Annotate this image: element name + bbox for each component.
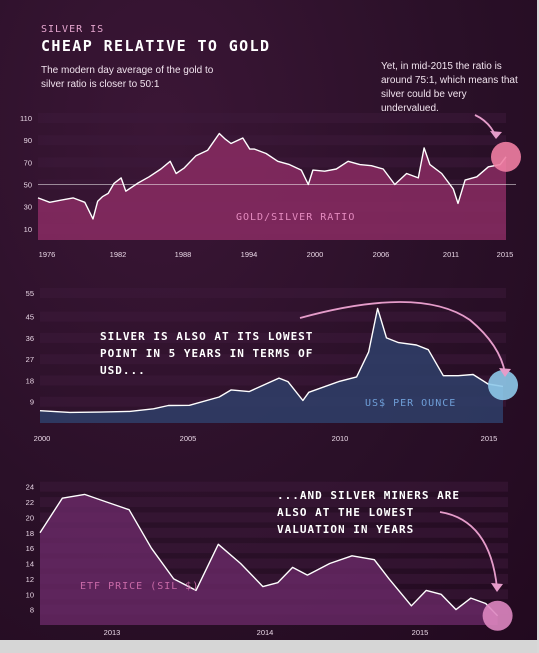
chart-2: 9 18 27 36 45 55 2000 2005 2010 2015 US$ PER OUNCE — [26, 288, 519, 443]
y-tick-label: 10 — [24, 225, 32, 234]
y-tick-label: 9 — [30, 398, 34, 407]
y-tick-label: 55 — [26, 289, 34, 298]
callout-arrowhead — [490, 131, 502, 139]
y-tick-label: 70 — [24, 158, 32, 167]
y-tick-label: 36 — [26, 334, 34, 343]
y-tick-label: 18 — [26, 376, 34, 385]
x-tick-label: 2015 — [481, 434, 498, 443]
grid-band — [40, 512, 508, 523]
callout-arrowhead — [499, 368, 511, 377]
series-area — [40, 308, 503, 423]
x-tick-label: 1988 — [175, 250, 192, 259]
grid-band — [40, 497, 508, 508]
grid-band — [40, 527, 508, 538]
y-tick-label: 24 — [26, 483, 34, 492]
grid-band — [40, 288, 506, 298]
x-tick-label: 2006 — [373, 250, 390, 259]
series-line — [37, 132, 507, 220]
highlight-dot — [491, 141, 521, 172]
y-tick-label: 30 — [24, 203, 32, 212]
grid-band — [40, 543, 508, 554]
x-tick-label: 2015 — [412, 628, 429, 637]
grid-band — [40, 354, 506, 365]
eyebrow-title: SILVER IS — [41, 24, 105, 35]
x-tick-label: 2011 — [443, 250, 459, 259]
y-tick-label: 22 — [26, 498, 34, 507]
callout-arrowhead — [491, 583, 503, 592]
y-tick-label: 16 — [26, 544, 34, 553]
y-tick-label: 14 — [26, 560, 34, 569]
y-tick-label: 18 — [26, 529, 34, 538]
series-label: GOLD/SILVER RATIO — [236, 212, 355, 223]
series-area — [40, 494, 498, 625]
y-tick-label: 90 — [24, 136, 32, 145]
x-tick-label: 2015 — [497, 250, 514, 259]
y-tick-label: 110 — [20, 114, 32, 123]
chart-1: 10 30 50 70 90 110 1976 1982 1988 1994 2000 2006 201… — [20, 113, 521, 259]
headline-title: CHEAP RELATIVE TO GOLD — [41, 37, 271, 55]
series-line — [39, 307, 504, 414]
x-tick-label: 1994 — [241, 250, 258, 259]
series-area — [38, 133, 506, 240]
x-tick-label: 2005 — [180, 434, 197, 443]
callout-arrow — [299, 301, 506, 374]
grid-band — [38, 113, 506, 123]
highlight-dot — [488, 370, 519, 401]
x-tick-label: 1976 — [39, 250, 56, 259]
series-label: ETF PRICE (SIL $) — [80, 581, 199, 592]
y-tick-label: 45 — [26, 313, 34, 322]
y-tick-label: 27 — [26, 355, 34, 364]
x-tick-label: 1982 — [110, 250, 127, 259]
y-tick-label: 20 — [26, 513, 34, 522]
note-average-ratio: The modern day average of the gold to si… — [41, 65, 214, 90]
grid-band — [40, 573, 508, 584]
y-tick-label: 12 — [26, 575, 34, 584]
grid-band — [38, 135, 506, 146]
series-line — [39, 493, 499, 617]
y-tick-label: 10 — [26, 590, 34, 599]
grid-band — [40, 558, 508, 569]
bottom-strip — [0, 640, 537, 653]
caption-usd: SILVER IS ALSO AT ITS LOWEST POINT IN 5 … — [100, 330, 314, 377]
y-tick-label: 50 — [24, 181, 32, 190]
highlight-dot — [482, 600, 513, 631]
x-tick-label: 2000 — [307, 250, 324, 259]
caption-etf: ...AND SILVER MINERS ARE ALSO AT THE LOW… — [277, 489, 460, 536]
callout-arrow — [439, 511, 498, 589]
note-current-ratio: Yet, in mid-2015 the ratio is around 75:… — [381, 61, 518, 114]
chart-3: 8 10 12 14 16 18 20 22 24 2013 2014 2015 ETF PRICE (… — [26, 481, 513, 637]
x-tick-label: 2000 — [34, 434, 51, 443]
x-tick-label: 2014 — [257, 628, 274, 637]
grid-band — [40, 311, 506, 322]
series-label: US$ PER OUNCE — [365, 398, 456, 409]
grid-band — [40, 332, 506, 343]
x-tick-label: 2013 — [104, 628, 121, 637]
x-tick-label: 2010 — [332, 434, 349, 443]
y-tick-label: 8 — [30, 606, 34, 615]
grid-band — [40, 481, 508, 492]
